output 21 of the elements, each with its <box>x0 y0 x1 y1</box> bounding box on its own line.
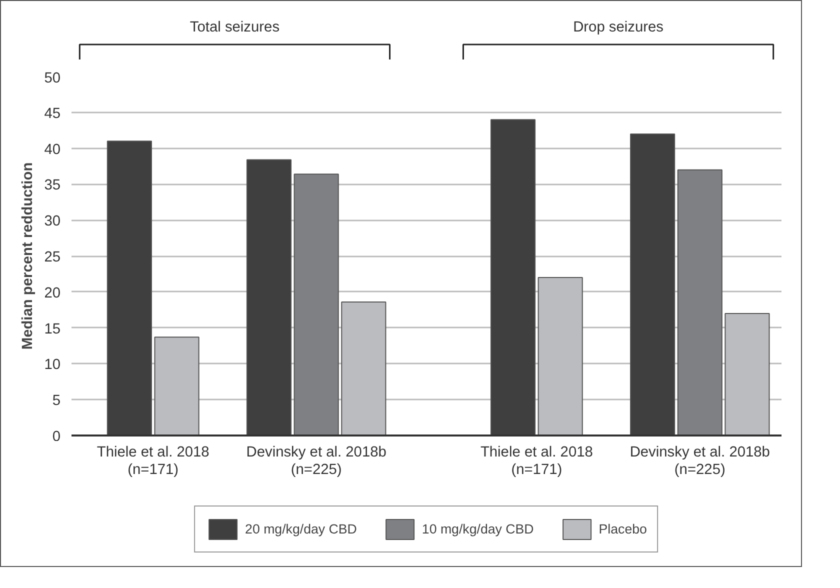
x-tick-label: Devinsky et al. 2018b (n=225) <box>246 444 386 478</box>
y-tick-label: 5 <box>52 393 61 410</box>
y-tick-label: 35 <box>44 178 61 194</box>
legend-label: 20 mg/kg/day CBD <box>245 521 357 536</box>
x-tick-label: Devinsky et al. 2018b (n=225) <box>630 444 770 478</box>
y-tick-label: 15 <box>44 321 61 338</box>
y-tick-label: 20 <box>44 285 61 302</box>
text: Total seizures <box>190 20 280 36</box>
y-tick-label: 10 <box>44 357 61 374</box>
x-tick-label: Thiele et al. 2018 (n=171) <box>480 444 593 478</box>
y-tick-label: 30 <box>44 214 61 230</box>
y-tick-label: 0 <box>52 429 61 445</box>
text: Drop seizures <box>573 20 664 36</box>
legend-label: 10 mg/kg/day CBD <box>422 521 534 536</box>
y-tick-label: 50 <box>44 70 61 86</box>
y-tick-label: 40 <box>44 142 61 158</box>
y-axis-title: Median percent redduction <box>20 162 36 350</box>
x-tick-label: Thiele et al. 2018 (n=171) <box>96 444 210 478</box>
y-tick-label: 45 <box>44 106 61 122</box>
legend-label: Placebo <box>598 521 647 536</box>
y-tick-label: 25 <box>44 250 61 266</box>
